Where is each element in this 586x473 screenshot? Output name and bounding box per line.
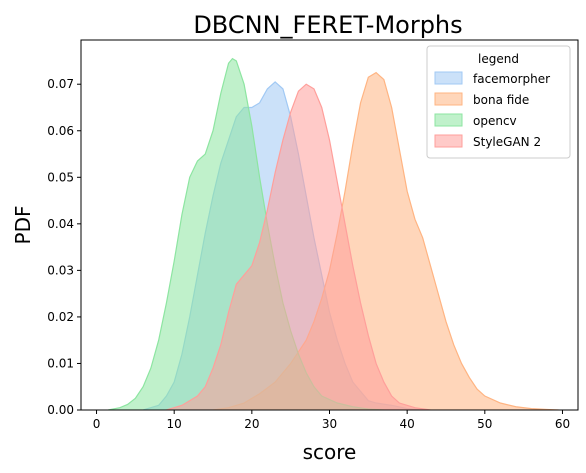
y-tick-label: 0.03 — [47, 263, 74, 277]
plot-area — [108, 57, 559, 410]
x-tick-label: 40 — [400, 417, 415, 431]
legend-label: StyleGAN 2 — [473, 135, 541, 149]
y-tick-label: 0.02 — [47, 310, 74, 324]
x-tick-label: 0 — [93, 417, 101, 431]
x-tick-label: 20 — [244, 417, 259, 431]
y-tick-label: 0.06 — [47, 124, 74, 138]
x-tick-label: 50 — [477, 417, 492, 431]
y-axis-title: PDF — [11, 206, 35, 245]
x-tick-label: 10 — [167, 417, 182, 431]
legend-box — [426, 45, 571, 159]
x-tick-label: 60 — [555, 417, 570, 431]
y-tick-label: 0.01 — [47, 356, 74, 370]
density-line-stylegan-2 — [166, 83, 431, 410]
density-area-opencv — [108, 58, 384, 410]
x-tick-label: 30 — [322, 417, 337, 431]
legend-swatch — [434, 134, 463, 148]
legend-label: bona fide — [473, 93, 529, 107]
x-axis: 0 10 20 30 40 50 60 — [93, 410, 570, 431]
legend-swatch — [434, 92, 463, 106]
y-tick-label: 0.05 — [47, 170, 74, 184]
legend-swatch — [434, 113, 463, 127]
legend-label: opencv — [473, 114, 517, 128]
density-area-stylegan-2 — [166, 84, 431, 410]
x-axis-title: score — [303, 440, 357, 464]
legend-label: facemorpher — [473, 72, 550, 86]
legend-title: legend — [478, 52, 519, 66]
legend-swatch — [434, 71, 463, 85]
legend: legend facemorpher bona fide opencv StyleGAN… — [426, 45, 571, 159]
density-area-bona-fide — [213, 72, 559, 410]
y-axis: 0.00 0.01 0.02 0.03 0.04 0.05 0.06 0.07 — [47, 77, 81, 417]
y-tick-label: 0.04 — [47, 217, 74, 231]
plot-frame — [80, 39, 579, 411]
y-tick-label: 0.07 — [47, 77, 74, 91]
chart-title: DBCNN_FERET-Morphs — [193, 11, 462, 39]
y-tick-label: 0.00 — [47, 403, 74, 417]
